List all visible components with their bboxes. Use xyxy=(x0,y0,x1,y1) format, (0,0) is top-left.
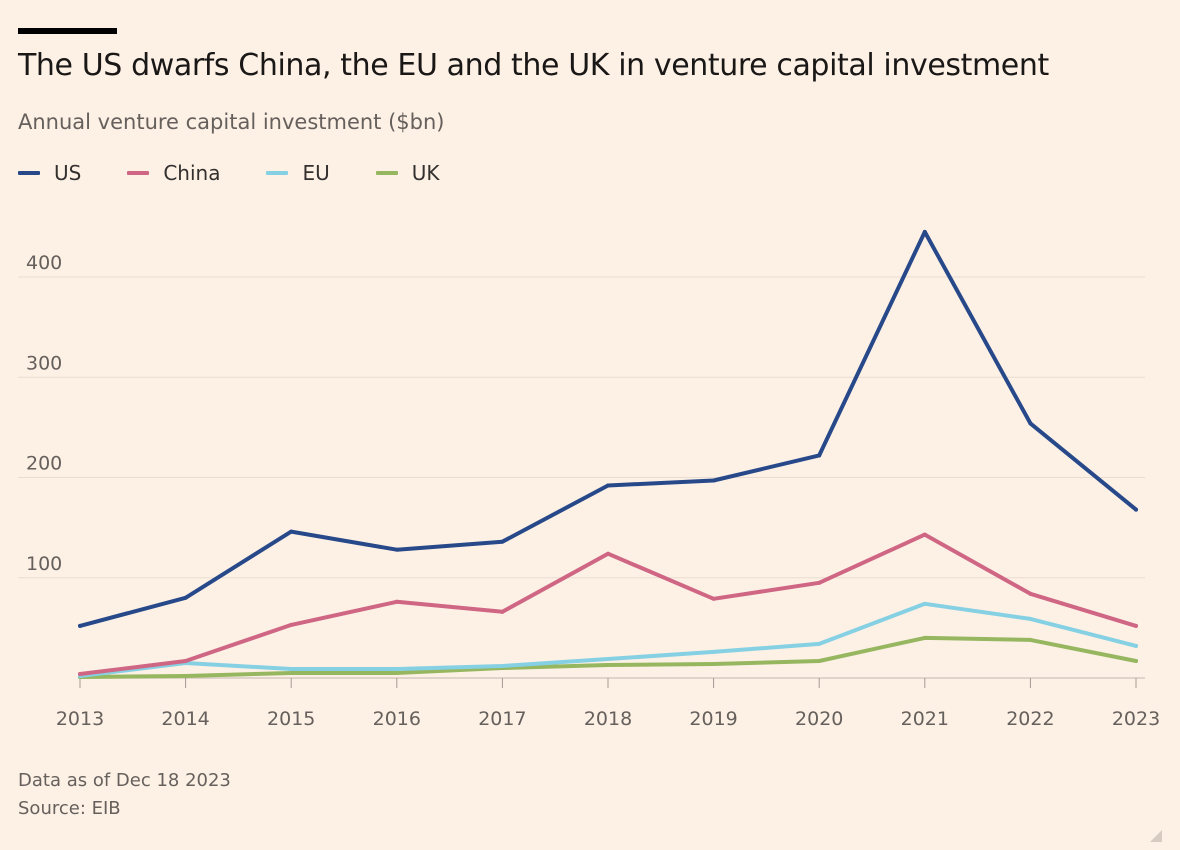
x-tick-label-2019: 2019 xyxy=(689,708,737,730)
data-point-china-2018 xyxy=(606,551,610,556)
data-point-china-2014 xyxy=(183,658,188,663)
data-point-uk-2016 xyxy=(394,670,399,675)
data-point-us-2013 xyxy=(78,623,82,628)
x-tick-label-2016: 2016 xyxy=(373,708,421,730)
x-tick-label-2021: 2021 xyxy=(901,708,949,730)
y-tick-label-100: 100 xyxy=(26,553,62,575)
data-point-us-2020 xyxy=(817,453,822,458)
data-point-us-2014 xyxy=(183,595,188,600)
data-point-china-2020 xyxy=(817,580,822,585)
data-point-china-2015 xyxy=(289,622,294,627)
x-tick-label-2018: 2018 xyxy=(584,708,632,730)
data-point-eu-2021 xyxy=(922,601,927,606)
source-note: Source: EIB xyxy=(18,798,121,819)
data-point-uk-2021 xyxy=(922,635,927,640)
legend-item-eu: EU xyxy=(266,161,330,185)
data-point-uk-2023 xyxy=(1134,658,1138,663)
legend-label-uk: UK xyxy=(411,161,440,185)
data-point-eu-2017 xyxy=(500,663,505,668)
data-point-us-2016 xyxy=(394,547,399,552)
data-point-us-2019 xyxy=(711,478,716,483)
legend-item-china: China xyxy=(127,161,220,185)
legend-label-eu: EU xyxy=(302,161,330,185)
data-point-china-2017 xyxy=(500,609,505,614)
data-point-uk-2019 xyxy=(711,661,716,666)
x-tick-label-2020: 2020 xyxy=(795,708,843,730)
x-tick-label-2013: 2013 xyxy=(56,708,104,730)
chart-title: The US dwarfs China, the EU and the UK i… xyxy=(18,48,1049,83)
x-tick-label-2022: 2022 xyxy=(1006,708,1054,730)
data-point-us-2017 xyxy=(500,539,505,544)
data-point-eu-2022 xyxy=(1028,616,1033,621)
y-tick-label-200: 200 xyxy=(26,453,62,475)
data-point-uk-2022 xyxy=(1028,637,1033,642)
legend-label-china: China xyxy=(163,161,221,185)
x-tick-label-2015: 2015 xyxy=(267,708,315,730)
data-point-uk-2014 xyxy=(183,673,188,678)
legend-item-uk: UK xyxy=(375,161,440,185)
data-point-eu-2018 xyxy=(606,656,610,661)
data-point-china-2016 xyxy=(394,599,399,604)
legend-swatch-china xyxy=(127,171,150,175)
data-point-eu-2015 xyxy=(289,666,294,671)
legend-swatch-eu xyxy=(266,171,289,175)
series-line-us xyxy=(78,229,1138,628)
y-tick-label-300: 300 xyxy=(26,352,62,374)
header-accent-bar xyxy=(18,28,117,34)
data-point-eu-2020 xyxy=(817,641,822,646)
legend-label-us: US xyxy=(54,161,82,185)
data-date-note: Data as of Dec 18 2023 xyxy=(18,770,231,791)
data-point-eu-2016 xyxy=(394,666,399,671)
legend-swatch-uk xyxy=(375,171,398,175)
data-point-china-2019 xyxy=(711,596,716,601)
legend-swatch-us xyxy=(18,171,40,175)
data-point-uk-2015 xyxy=(289,670,294,675)
data-point-us-2015 xyxy=(289,529,294,534)
data-point-uk-2020 xyxy=(817,658,822,663)
legend-item-us: US xyxy=(18,161,81,185)
data-point-china-2022 xyxy=(1028,591,1033,596)
data-point-us-2022 xyxy=(1028,421,1033,426)
chart-legend: US China EU UK xyxy=(18,160,486,186)
y-tick-label-400: 400 xyxy=(26,252,62,274)
resize-handle-icon[interactable] xyxy=(1150,830,1162,842)
x-tick-label-2017: 2017 xyxy=(478,708,526,730)
data-point-us-2023 xyxy=(1134,507,1138,512)
chart-footer: Data as of Dec 18 2023 Source: EIB xyxy=(18,767,231,823)
x-tick-label-2014: 2014 xyxy=(161,708,209,730)
data-point-uk-2018 xyxy=(606,662,610,667)
data-point-eu-2019 xyxy=(711,649,716,654)
data-point-us-2021 xyxy=(922,229,927,234)
chart-subtitle: Annual venture capital investment ($bn) xyxy=(18,110,445,134)
x-tick-label-2023: 2023 xyxy=(1112,708,1160,730)
data-point-china-2013 xyxy=(78,671,82,676)
data-point-china-2021 xyxy=(922,532,927,537)
data-point-us-2018 xyxy=(606,483,610,488)
data-point-china-2023 xyxy=(1134,623,1138,628)
data-point-eu-2023 xyxy=(1134,643,1138,648)
